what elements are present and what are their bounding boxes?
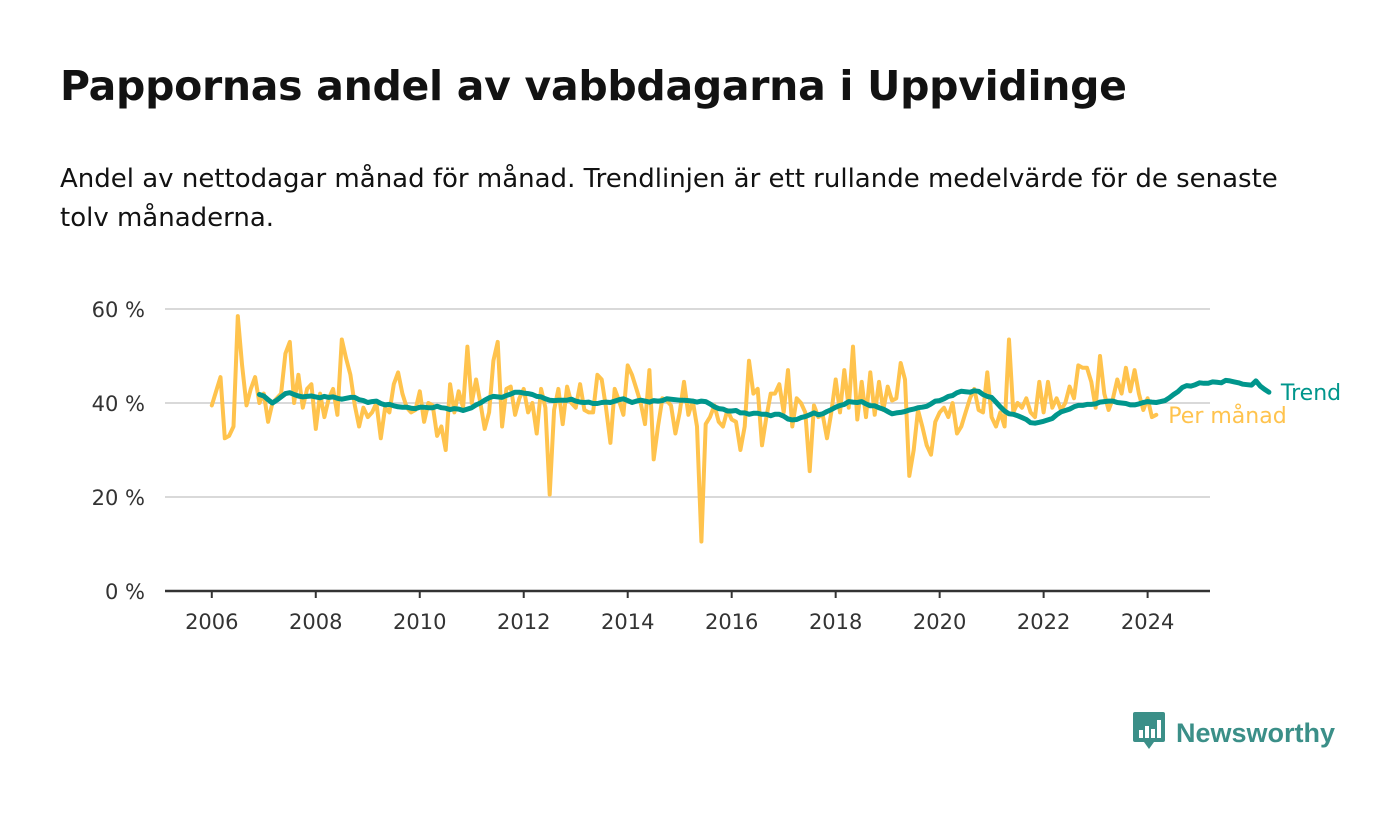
series-lines	[209, 314, 1272, 544]
x-tick-label: 2018	[809, 610, 862, 634]
x-tick-label: 2014	[601, 610, 654, 634]
y-tick-label: 60 %	[92, 298, 145, 322]
monthly-line	[209, 314, 1159, 544]
x-tick-label: 2012	[497, 610, 550, 634]
x-tick-label: 2024	[1121, 610, 1174, 634]
x-axis: 2006 2008 2010 2012 2014 2016 2018 2020 2022 2024	[165, 589, 1210, 634]
y-tick-label: 20 %	[92, 486, 145, 510]
y-axis: 0 % 20 % 40 % 60 %	[92, 298, 145, 604]
chart-subtitle: Andel av nettodagar månad för månad. Tre…	[60, 164, 1278, 233]
y-tick-label: 40 %	[92, 392, 145, 416]
newsworthy-logo[interactable]: Newsworthy	[1132, 712, 1335, 754]
page-title: Pappornas andel av vabbdagarna i Uppvidi…	[60, 62, 1127, 110]
series-label: Trend	[1280, 381, 1341, 406]
x-tick-label: 2010	[393, 610, 446, 634]
x-tick-label: 2008	[289, 610, 342, 634]
series-label: Per månad	[1168, 403, 1286, 429]
x-tick-label: 2022	[1017, 610, 1070, 634]
brand-name: Newsworthy	[1176, 717, 1336, 748]
y-tick-label: 0 %	[105, 580, 145, 604]
trend-line	[256, 377, 1272, 426]
x-tick-label: 2006	[185, 610, 238, 634]
x-tick-label: 2020	[913, 610, 966, 634]
x-tick-label: 2016	[705, 610, 758, 634]
newsworthy-logo-icon	[1132, 711, 1166, 755]
